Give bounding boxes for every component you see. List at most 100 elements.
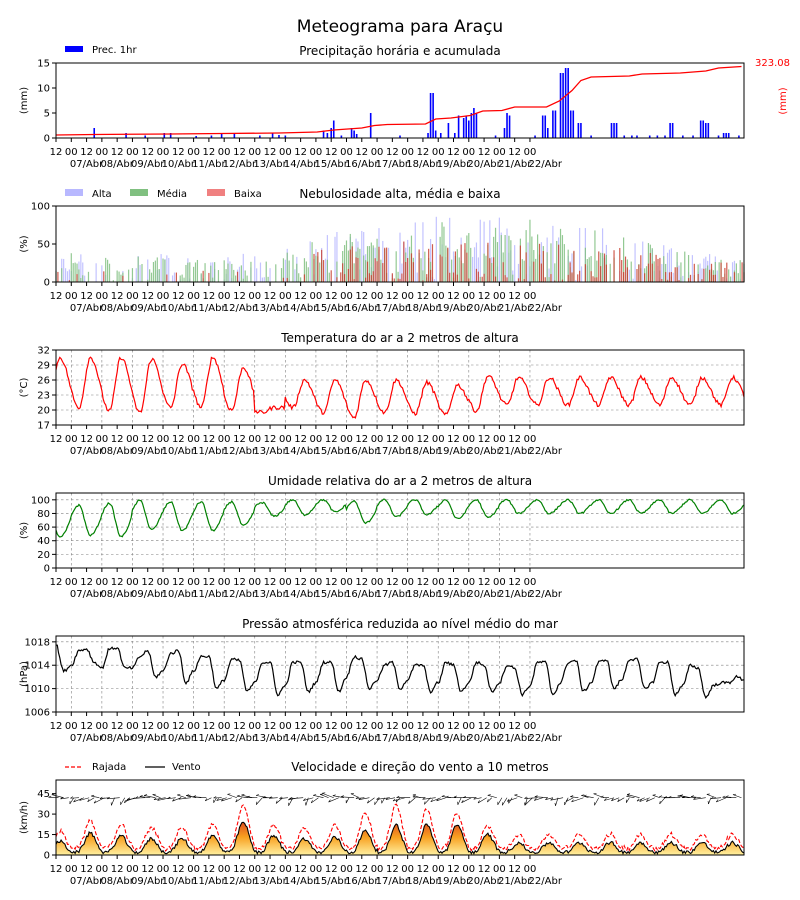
precip-xtick-label: 12 xyxy=(325,147,338,158)
wind-arrow xyxy=(51,794,64,799)
wind-xtick-label: 00 xyxy=(340,864,353,875)
wind-arrow xyxy=(711,797,722,800)
cloud-low-bar xyxy=(340,272,342,282)
wind-arrow-head xyxy=(358,797,362,800)
wind-arrow-head xyxy=(193,795,196,798)
precip-bar xyxy=(330,128,332,138)
humidity-xtick-label: 12 xyxy=(172,577,185,588)
precip-bar xyxy=(648,135,651,138)
cloud-low-bar xyxy=(431,244,434,282)
cloud-low-bar xyxy=(687,278,690,282)
clouds-xtick-label: 00 xyxy=(432,291,445,302)
cloud-mid-bar xyxy=(212,277,214,282)
cloud-mid-bar xyxy=(718,262,720,282)
temp-xtick-label: 00 xyxy=(493,434,506,445)
cloud-low-bar xyxy=(321,249,323,282)
wind-arrow xyxy=(424,797,431,805)
wind-arrow-head xyxy=(376,797,380,800)
cloud-high-bar xyxy=(716,270,718,282)
pressure-xtick-label: 12 xyxy=(478,721,491,732)
clouds-xtick-label: 12 xyxy=(111,291,124,302)
precip-xtick-label: 00 xyxy=(157,147,170,158)
wind-arrow xyxy=(320,794,329,799)
temp-day-label: 11/Abr xyxy=(192,446,226,457)
wind-xtick-label: 12 xyxy=(325,864,338,875)
cloud-low-bar xyxy=(619,247,621,282)
cloud-high-bar xyxy=(361,230,363,282)
wind-arrow xyxy=(269,797,278,799)
wind-arrow xyxy=(69,797,75,805)
cloud-mid-bar xyxy=(586,259,588,282)
cloud-low-bar xyxy=(550,274,552,282)
cloud-high-bar xyxy=(642,241,644,282)
precip-day-label: 11/Abr xyxy=(192,159,226,170)
wind-arrow xyxy=(487,797,492,803)
wind-arrow-head xyxy=(487,799,489,803)
cloud-low-bar xyxy=(623,272,625,282)
wind-arrow-head xyxy=(396,795,400,798)
wind-arrow xyxy=(216,797,227,801)
pressure-xtick-label: 00 xyxy=(462,721,475,732)
cloud-high-bar xyxy=(661,264,663,282)
precip-day-label: 10/Abr xyxy=(162,159,196,170)
cloud-mid-bar xyxy=(300,277,302,282)
cloud-low-bar xyxy=(598,251,600,282)
precip-bar xyxy=(284,135,287,138)
wind-arrow-head xyxy=(167,796,171,799)
cloud-low-bar xyxy=(494,276,497,282)
cloud-high-bar xyxy=(414,222,416,282)
wind-gust-line xyxy=(55,803,744,852)
cloud-low-bar xyxy=(384,247,386,282)
cloud-low-bar xyxy=(202,270,204,282)
pressure-xtick-label: 12 xyxy=(203,721,216,732)
wind-arrow xyxy=(594,797,600,806)
precip-xtick-label: 12 xyxy=(417,147,430,158)
cloud-mid-bar xyxy=(368,246,371,282)
cloud-low-bar xyxy=(286,277,288,282)
cloud-low-bar xyxy=(638,264,640,282)
wind-arrow-head xyxy=(445,795,449,798)
humidity-ytick-label: 0 xyxy=(44,564,50,575)
wind-arrow-head xyxy=(461,800,464,803)
precip-bar xyxy=(704,123,707,138)
precip-bar xyxy=(610,123,613,138)
clouds-xtick-label: 12 xyxy=(447,291,460,302)
cloud-low-bar xyxy=(405,261,407,282)
pressure-xtick-label: 12 xyxy=(417,721,430,732)
cloud-high-bar xyxy=(401,263,403,282)
pressure-xtick-label: 12 xyxy=(172,721,185,732)
cloud-high-bar xyxy=(489,220,491,282)
humidity-day-label: 12/Abr xyxy=(223,589,257,600)
wind-arrow-head xyxy=(571,799,574,803)
wind-xtick-label: 12 xyxy=(447,864,460,875)
cloud-mid-bar xyxy=(590,256,592,282)
precip-bar xyxy=(494,135,497,138)
cloud-high-bar xyxy=(256,268,258,282)
temp-xtick-label: 12 xyxy=(172,434,185,445)
cloud-mid-bar xyxy=(663,256,665,282)
precip-bar xyxy=(326,133,329,138)
cloud-high-bar xyxy=(514,245,516,282)
cloud-mid-bar xyxy=(87,271,90,282)
wind-arrow-head xyxy=(659,795,663,798)
wind-arrow xyxy=(716,797,727,803)
humidity-ytick-label: 40 xyxy=(37,536,50,547)
cloud-low-bar xyxy=(481,276,483,282)
precip-xtick-label: 00 xyxy=(279,147,292,158)
wind-arrow-head xyxy=(412,795,416,798)
cloud-low-bar xyxy=(697,274,699,282)
precip-xtick-label: 00 xyxy=(462,147,475,158)
precip-day-label: 07/Abr xyxy=(70,159,104,170)
wind-arrow-head xyxy=(303,798,306,801)
wind-arrow-head xyxy=(436,798,439,802)
wind-xtick-label: 00 xyxy=(65,864,78,875)
precip-bar xyxy=(434,130,437,138)
wind-arrow xyxy=(328,797,339,803)
wind-arrow xyxy=(60,797,69,800)
wind-arrow-head xyxy=(213,796,217,799)
precip-bar xyxy=(541,115,544,138)
humidity-day-label: 13/Abr xyxy=(253,589,287,600)
precip-bar xyxy=(656,135,659,138)
wind-arrow xyxy=(396,797,401,803)
